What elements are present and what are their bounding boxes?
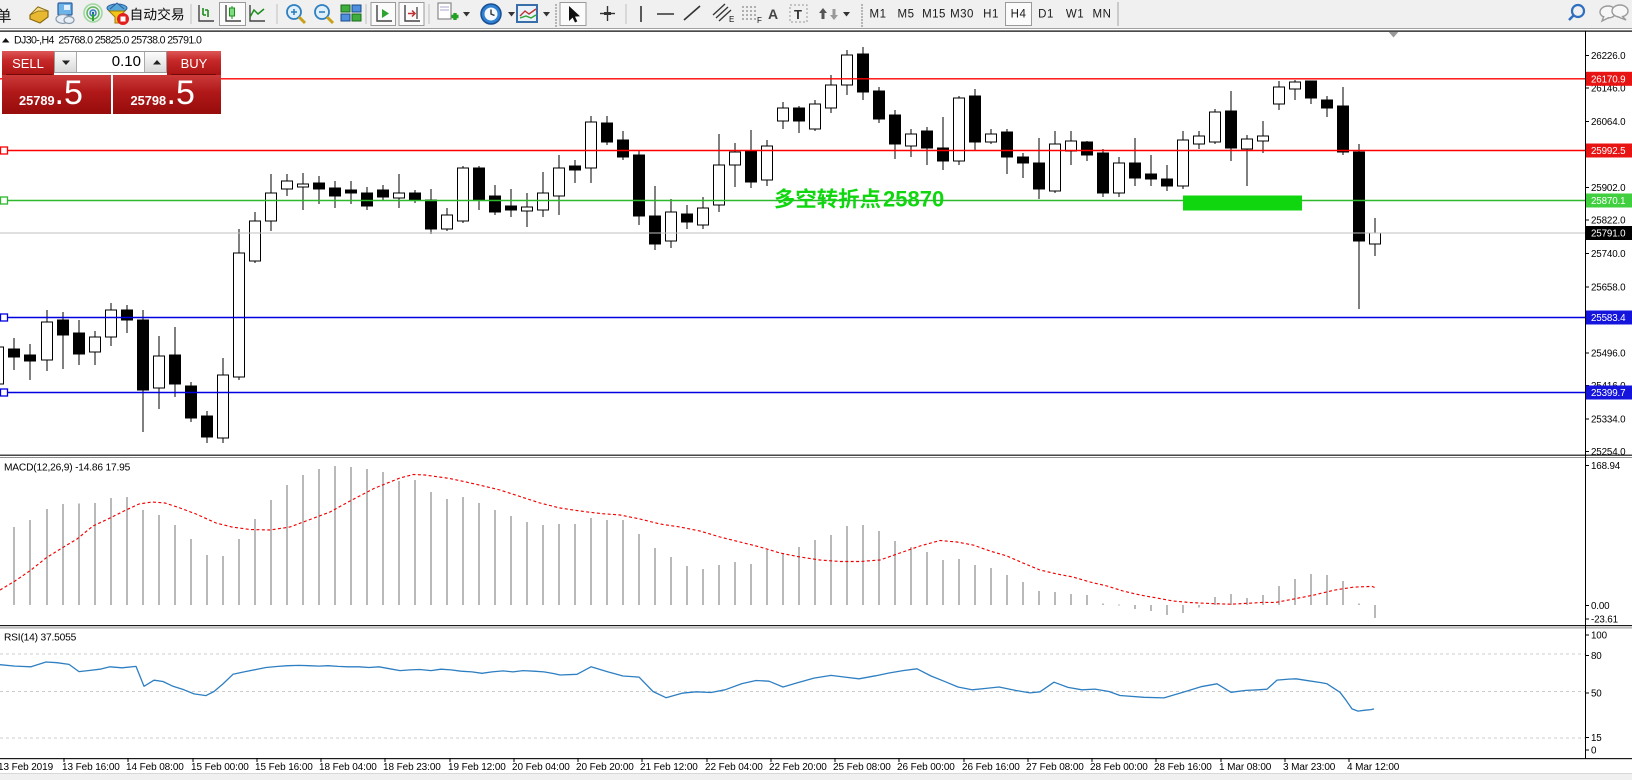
svg-text:H1: H1 [983,9,999,21]
svg-text:25740.0: 25740.0 [1591,249,1626,260]
svg-text:25870: 25870 [883,187,944,212]
svg-text:25334.0: 25334.0 [1591,414,1626,425]
svg-text:M1: M1 [870,9,887,21]
svg-text:25658.0: 25658.0 [1591,282,1626,293]
svg-text:100: 100 [1591,631,1608,642]
svg-text:W1: W1 [1066,9,1084,21]
svg-text:E: E [729,15,734,24]
svg-text:22 Feb 04:00: 22 Feb 04:00 [705,762,763,773]
svg-text:-23.61: -23.61 [1591,615,1618,626]
svg-text:19 Feb 12:00: 19 Feb 12:00 [448,762,506,773]
svg-text:25399.7: 25399.7 [1591,388,1625,399]
svg-text:15: 15 [1591,733,1602,744]
svg-text:13 Feb 16:00: 13 Feb 16:00 [62,762,120,773]
svg-text:50: 50 [1591,689,1602,700]
svg-text:F: F [757,16,762,25]
svg-text:T: T [794,7,802,22]
svg-text:0.00: 0.00 [1591,601,1610,612]
svg-text:25254.0: 25254.0 [1591,447,1626,458]
svg-text:80: 80 [1591,651,1602,662]
svg-text:18 Feb 23:00: 18 Feb 23:00 [383,762,441,773]
svg-text:3 Mar 23:00: 3 Mar 23:00 [1283,762,1336,773]
svg-text:RSI(14) 37.5055: RSI(14) 37.5055 [4,633,77,644]
svg-text:26064.0: 26064.0 [1591,117,1626,128]
svg-text:A: A [768,6,778,22]
svg-text:M30: M30 [950,9,974,21]
svg-text:DJ30-,H4 25768.0 25825.0 2573: DJ30-,H4 25768.0 25825.0 25738.0 25791.0 [14,35,202,47]
svg-text:14 Feb 08:00: 14 Feb 08:00 [126,762,184,773]
svg-text:4 Mar 12:00: 4 Mar 12:00 [1347,762,1400,773]
svg-text:15 Feb 00:00: 15 Feb 00:00 [191,762,249,773]
svg-text:M15: M15 [922,9,946,21]
svg-text:25583.4: 25583.4 [1591,313,1626,324]
svg-text:18 Feb 04:00: 18 Feb 04:00 [319,762,377,773]
svg-text:13 Feb 2019: 13 Feb 2019 [0,762,54,773]
svg-text:25902.0: 25902.0 [1591,183,1626,194]
svg-text:25992.5: 25992.5 [1591,146,1626,157]
svg-text:26 Feb 00:00: 26 Feb 00:00 [897,762,955,773]
svg-text:H4: H4 [1011,9,1027,21]
svg-text:25 Feb 08:00: 25 Feb 08:00 [833,762,891,773]
svg-text:0: 0 [1591,746,1597,757]
svg-text:27 Feb 08:00: 27 Feb 08:00 [1026,762,1084,773]
svg-text:20 Feb 20:00: 20 Feb 20:00 [576,762,634,773]
svg-text:26146.0: 26146.0 [1591,84,1626,95]
svg-text:25870.1: 25870.1 [1591,196,1625,207]
svg-text:26170.9: 26170.9 [1591,74,1625,85]
svg-text:MN: MN [1093,9,1112,21]
svg-text:D1: D1 [1038,9,1054,21]
svg-text:MACD(12,26,9) -14.86 17.95: MACD(12,26,9) -14.86 17.95 [4,463,131,474]
svg-text:M5: M5 [898,9,915,21]
svg-text:25496.0: 25496.0 [1591,348,1626,359]
svg-text:26 Feb 16:00: 26 Feb 16:00 [962,762,1020,773]
svg-text:28 Feb 16:00: 28 Feb 16:00 [1154,762,1212,773]
svg-text:28 Feb 00:00: 28 Feb 00:00 [1090,762,1148,773]
svg-text:26226.0: 26226.0 [1591,51,1626,62]
svg-text:168.94: 168.94 [1591,461,1621,472]
svg-text:21 Feb 12:00: 21 Feb 12:00 [640,762,698,773]
svg-text:25822.0: 25822.0 [1591,216,1626,227]
svg-text:22 Feb 20:00: 22 Feb 20:00 [769,762,827,773]
svg-text:1 Mar 08:00: 1 Mar 08:00 [1219,762,1272,773]
svg-text:15 Feb 16:00: 15 Feb 16:00 [255,762,313,773]
svg-text:20 Feb 04:00: 20 Feb 04:00 [512,762,570,773]
svg-text:25791.0: 25791.0 [1591,229,1626,240]
